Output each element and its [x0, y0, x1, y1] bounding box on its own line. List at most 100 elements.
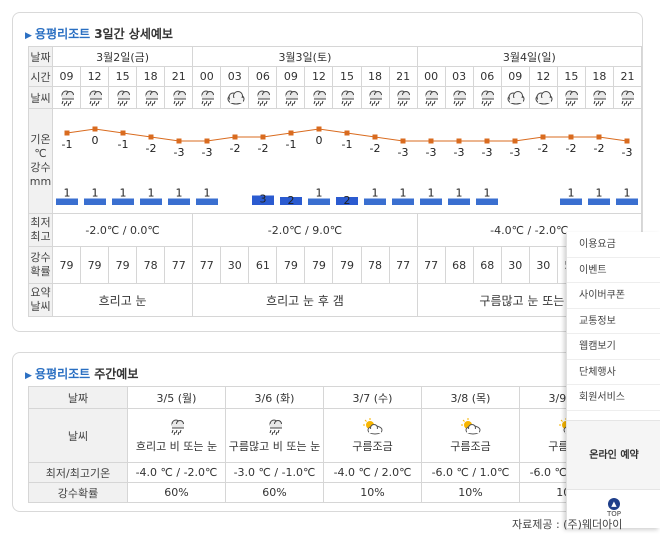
weekly-weather-desc: 구름조금 — [450, 440, 491, 453]
rain-prob-cell: 79 — [108, 246, 138, 284]
temperature-label: -2 — [594, 142, 605, 155]
rain-label: 1 — [204, 187, 211, 200]
time-cell: 12 — [80, 66, 110, 87]
temperature-point — [316, 126, 322, 132]
snow-icon — [560, 89, 582, 107]
rain-prob-cell: 78 — [360, 246, 390, 284]
weather-cell — [248, 86, 278, 109]
snow-icon — [168, 89, 190, 107]
rain-prob-cell: 30 — [220, 246, 250, 284]
quick-menu-item[interactable]: 단체행사 — [567, 360, 660, 385]
rain-prob-row: 강수 확률 79 79 79 78 77 77 30 61 79 79 79 78 77 77 68 68 30… — [28, 246, 643, 284]
minmax-value: -2.0℃ / 0.0℃ — [51, 213, 194, 247]
rain-bar — [140, 198, 162, 205]
temperature-label: -2 — [566, 142, 577, 155]
time-cell: 00 — [192, 66, 222, 87]
weather-cell — [80, 86, 110, 109]
weekly-weather-cell: 구름조금 — [323, 408, 422, 463]
temperature-label: -3 — [426, 146, 437, 159]
temperature-point — [344, 130, 350, 136]
weather-cell — [500, 86, 530, 109]
time-header: 시간 — [28, 66, 53, 87]
quick-menu-item[interactable]: 회원서비스 — [567, 385, 660, 411]
weekly-prob-row: 강수확률 60%60%10%10%10% — [28, 482, 618, 503]
snow-icon — [196, 89, 218, 107]
temperature-label: -3 — [482, 146, 493, 159]
rain-bar — [588, 198, 610, 205]
summary-value: 흐리고 눈 — [51, 283, 194, 317]
temperature-label: -3 — [454, 146, 465, 159]
rain-label: 1 — [484, 187, 491, 200]
snow-icon — [227, 418, 323, 440]
rain-prob-cell: 61 — [248, 246, 278, 284]
temp-rain-row: 기온 ℃ 강수 mm -1 0 -1 -2 -3 -3 -2 -2 -1 0 -1 -2 -3 -3 -3-… — [28, 108, 642, 214]
temp-rain-chart: -1 0 -1 -2 -3 -3 -2 -2 -1 0 -1 -2 -3 -3 -3 -3 -3 -2 -2 -2 -3… — [56, 126, 638, 207]
temperature-point — [428, 138, 434, 144]
snow-icon — [129, 418, 225, 440]
bullet-triangle-icon: ▶ — [25, 31, 32, 41]
online-reservation-button[interactable]: 온라인 예약 — [567, 420, 660, 490]
rain-bar — [420, 198, 442, 205]
snow-icon — [336, 89, 358, 107]
temperature-label: -3 — [202, 146, 213, 159]
rain-label: 1 — [120, 187, 127, 200]
quick-menu-item[interactable]: 웹캠보기 — [567, 334, 660, 360]
rain-label: 1 — [148, 187, 155, 200]
weather-cell — [192, 86, 222, 109]
time-cell: 09 — [276, 66, 306, 87]
temperature-point — [260, 134, 266, 140]
snow-icon — [308, 89, 330, 107]
temperature-point — [624, 138, 630, 144]
quick-menu-item[interactable]: 교통정보 — [567, 309, 660, 334]
temperature-label: -1 — [286, 138, 297, 151]
weather-cell — [220, 86, 250, 109]
temperature-label: -2 — [230, 142, 241, 155]
rain-bar — [56, 198, 78, 205]
weekly-minmax-header: 최저/최고기온 — [28, 462, 128, 483]
time-cell: 12 — [304, 66, 334, 87]
weather-header: 날씨 — [28, 86, 53, 109]
rain-bar — [252, 195, 274, 205]
rain-label: 1 — [428, 187, 435, 200]
snow-icon — [448, 89, 470, 107]
rain-label: 2 — [344, 194, 351, 207]
weekly-prob-cell: 10% — [421, 482, 520, 503]
rain-prob-cell: 77 — [192, 246, 222, 284]
weather-cell — [360, 86, 390, 109]
time-cell: 15 — [556, 66, 586, 87]
rain-label: 1 — [568, 187, 575, 200]
rain-bar — [448, 198, 470, 205]
rain-prob-cell: 79 — [332, 246, 362, 284]
date-row: 날짜 3월2일(금) 3월3일(토) 3월4일(일) — [28, 46, 643, 67]
time-cell: 21 — [612, 66, 643, 87]
weekly-weather-desc: 구름조금 — [352, 440, 393, 453]
weekly-weather-desc: 구름많고 비 또는 눈 — [228, 440, 321, 453]
weather-cell — [612, 86, 643, 109]
rain-prob-cell: 77 — [164, 246, 194, 284]
scroll-top-button[interactable]: ▲ TOP — [606, 498, 621, 518]
weather-cell — [304, 86, 334, 109]
three-day-forecast-table: 날짜 3월2일(금) 3월3일(토) 3월4일(일) 시간 09 12 15 18 21… — [28, 46, 643, 317]
quick-menu-item[interactable]: 사이버쿠폰 — [567, 283, 660, 309]
snow-icon — [588, 89, 610, 107]
time-cell: 21 — [388, 66, 418, 87]
arrow-up-icon: ▲ — [608, 498, 620, 510]
weather-cell — [556, 86, 586, 109]
time-cell: 06 — [248, 66, 278, 87]
temperature-point — [400, 138, 406, 144]
rain-bar — [112, 198, 134, 205]
weekly-date-header: 날짜 — [28, 386, 128, 409]
quick-menu-item[interactable]: 이용요금 — [567, 232, 660, 258]
rain-bar — [196, 198, 218, 205]
quick-menu-item[interactable]: 이벤트 — [567, 258, 660, 283]
temperature-label: -2 — [258, 142, 269, 155]
bullet-triangle-icon: ▶ — [25, 371, 32, 381]
weekly-weather-desc: 흐리고 비 또는 눈 — [135, 440, 218, 453]
rain-bar — [616, 198, 638, 205]
temp-rain-header: 기온 ℃ 강수 mm — [28, 108, 53, 214]
time-cell: 18 — [584, 66, 614, 87]
time-cell: 03 — [444, 66, 474, 87]
temperature-point — [456, 138, 462, 144]
weekly-prob-cell: 60% — [225, 482, 324, 503]
cloud-icon — [532, 89, 554, 107]
